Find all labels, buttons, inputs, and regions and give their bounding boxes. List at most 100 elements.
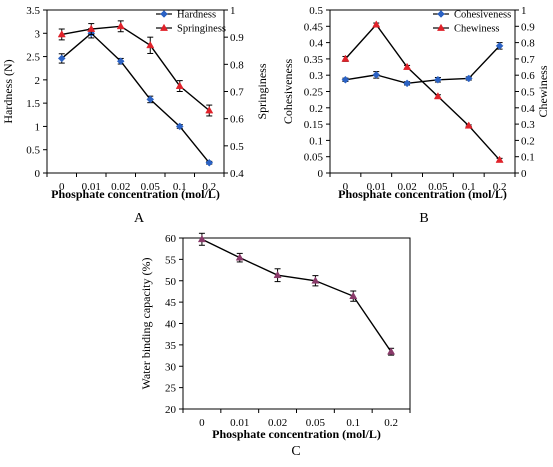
- x-tick-label: 0.2: [493, 181, 507, 193]
- y-left-tick-label: 40: [165, 319, 177, 331]
- data-point-marker: [311, 276, 320, 284]
- x-tick-label: 0.01: [82, 181, 101, 193]
- y-left-tick-label: 25: [165, 383, 177, 395]
- legend: Cohesiveness Chewiness: [433, 10, 511, 35]
- chart-panel-c: 20 25 30 35 40 45 50 55 60 0 0.01 0.02 0.05 0.1 0.2Pho…: [139, 232, 411, 459]
- data-point-marker: [437, 10, 445, 18]
- data-point-marker: [146, 95, 155, 104]
- plot-frame: [182, 237, 411, 410]
- y-left-tick-label: 60: [165, 233, 177, 245]
- y-left-tick-label: 0: [35, 168, 41, 180]
- x-axis-title: Phosphate concentration (mol/L): [51, 187, 220, 201]
- y-right-tick-label: 0.9: [230, 32, 244, 44]
- x-tick-label: 0.02: [397, 181, 416, 193]
- data-point-marker: [433, 92, 442, 100]
- data-point-marker: [495, 42, 504, 50]
- y-right-tick-label: 0.7: [230, 87, 244, 99]
- legend-label: Springiness: [177, 24, 226, 35]
- data-point-marker: [273, 270, 282, 279]
- y-left-tick-label: 1.5: [26, 98, 40, 110]
- data-point-marker: [205, 158, 214, 167]
- y-left-tick-label: 55: [165, 254, 177, 266]
- y-right-tick-label: 1: [521, 5, 527, 17]
- y-left-tick-label: 0.3: [309, 70, 323, 82]
- x-tick-label: 0.05: [306, 417, 326, 429]
- y-left-tick-label: 2: [35, 75, 41, 87]
- series-line: [201, 238, 392, 353]
- y-left-tick-label: 0.45: [304, 21, 324, 33]
- panel-letter: C: [291, 444, 300, 459]
- y-left-tick-label: 0.35: [304, 54, 324, 66]
- series-hardness: [57, 28, 214, 167]
- y-left-axis-title: Water binding capacity (%): [139, 258, 153, 390]
- data-point-marker: [464, 74, 473, 83]
- y-left-tick-label: 3: [35, 28, 41, 40]
- y-left-axis-title: Cohesiveness: [281, 59, 295, 125]
- series-springiness: [57, 20, 214, 117]
- y-left-tick-label: 50: [165, 276, 177, 288]
- series-line: [345, 45, 501, 85]
- y-left-axis-title: Hardness (N): [1, 59, 15, 123]
- series-chewiness: [341, 20, 504, 163]
- y-left-tick-label: 0.5: [26, 145, 40, 157]
- series-wbc: [197, 232, 396, 356]
- y-left-tick-label: 20: [165, 404, 177, 416]
- data-point-marker: [434, 75, 442, 84]
- x-tick-label: 0.02: [268, 417, 287, 429]
- y-right-tick-label: 0.4: [521, 103, 535, 115]
- y-left-tick-label: 30: [165, 361, 177, 373]
- data-point-marker: [341, 54, 350, 62]
- y-right-tick-label: 0.9: [521, 21, 535, 33]
- y-left-tick-label: 45: [165, 297, 177, 309]
- x-tick-label: 0.1: [462, 181, 476, 193]
- y-right-tick-label: 0: [521, 168, 527, 180]
- y-left-tick-label: 0: [318, 168, 324, 180]
- data-point-marker: [372, 20, 381, 28]
- y-left-tick-label: 0.4: [309, 38, 323, 50]
- x-tick-label: 0: [343, 181, 349, 193]
- panel-letter: A: [134, 211, 145, 226]
- y-right-axis-title: Chewiness: [536, 65, 550, 117]
- y-right-tick-label: 0.7: [521, 54, 535, 66]
- data-point-marker: [205, 106, 214, 114]
- y-left-tick-label: 0.5: [309, 5, 323, 17]
- x-tick-label: 0.1: [346, 417, 360, 429]
- data-point-marker: [341, 75, 350, 84]
- x-tick-label: 0.05: [141, 181, 161, 193]
- y-right-tick-label: 0.8: [230, 59, 244, 71]
- chart-panel-a: 0 0.5 1 1.5 2 2.5 3 3.5 0.4 0.5 0.6 0.7 0.8 0.9 1 0 0.01…: [1, 5, 269, 226]
- y-left-tick-label: 0.25: [304, 87, 324, 99]
- data-point-marker: [146, 41, 155, 49]
- y-left-tick-label: 0.2: [309, 103, 323, 115]
- x-tick-label: 0.02: [111, 181, 130, 193]
- chart-panel-b: 0 0.05 0.1 0.15 0.2 0.25 0.3 0.35 0.4 0.45 0.5 0 0.1…: [281, 5, 550, 226]
- y-left-tick-label: 1: [35, 121, 41, 133]
- data-point-marker: [57, 54, 66, 63]
- series-cohesiveness: [341, 42, 504, 88]
- x-tick-label: 0.2: [202, 181, 216, 193]
- data-point-marker: [87, 24, 96, 32]
- y-right-tick-label: 0.5: [521, 87, 535, 99]
- series-line: [344, 23, 501, 161]
- data-point-marker: [403, 62, 412, 70]
- data-point-marker: [372, 71, 381, 79]
- data-point-marker: [175, 122, 184, 131]
- y-right-tick-label: 0.6: [521, 70, 535, 82]
- y-left-tick-label: 0.15: [304, 119, 324, 131]
- panel-letter: B: [419, 211, 428, 226]
- y-left-tick-label: 0.05: [304, 152, 324, 164]
- legend-label: Cohesiveness: [454, 10, 511, 21]
- x-axis-title: Phosphate concentration (mol/L): [212, 427, 381, 441]
- legend: Hardness Springiness: [156, 10, 226, 35]
- x-tick-label: 0.2: [384, 417, 398, 429]
- x-tick-label: 0: [59, 181, 65, 193]
- y-right-tick-label: 0.5: [230, 141, 244, 153]
- y-left-tick-label: 3.5: [26, 5, 40, 17]
- x-tick-label: 0.01: [230, 417, 249, 429]
- y-right-tick-label: 0.2: [521, 135, 535, 147]
- y-right-tick-label: 0.6: [230, 114, 244, 126]
- y-left-tick-label: 0.1: [309, 135, 323, 147]
- series-line: [61, 25, 210, 112]
- data-point-marker: [387, 347, 396, 355]
